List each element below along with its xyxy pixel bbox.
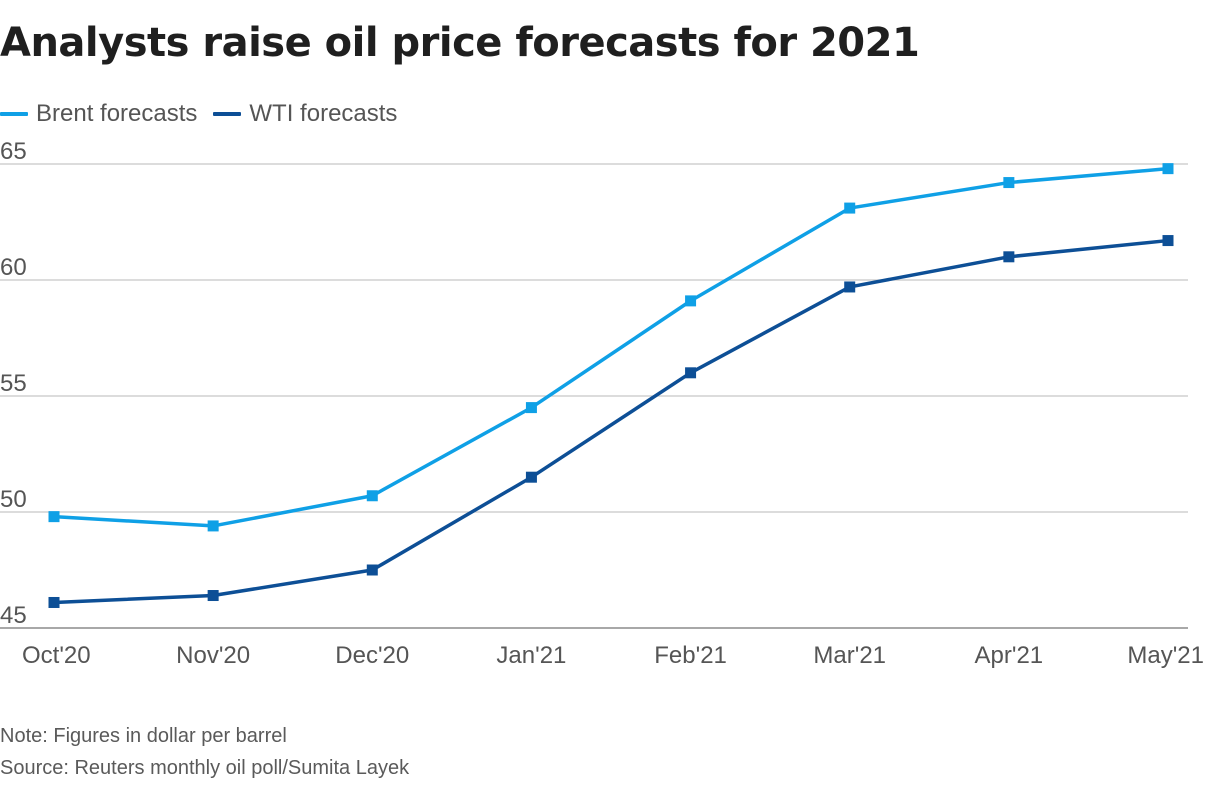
y-tick-label-55: 55 (0, 370, 27, 397)
legend-item-wti: WTI forecasts (213, 100, 397, 128)
legend: Brent forecasts WTI forecasts (0, 100, 413, 128)
series-0-point-0 (48, 511, 60, 523)
legend-item-brent: Brent forecasts (0, 100, 197, 128)
series-0-point-6 (1003, 177, 1015, 189)
source-text: Source: Reuters monthly oil poll/Sumita … (0, 757, 410, 779)
series-0-point-4 (685, 295, 697, 307)
series-line-1 (52, 238, 1170, 605)
series-0-point-5 (844, 202, 856, 214)
y-tick-label-50: 50 (0, 486, 27, 513)
series-1-point-3 (525, 471, 537, 483)
series-line-0 (52, 166, 1170, 528)
series-1-point-7 (1162, 235, 1174, 247)
series-0-point-1 (207, 520, 219, 532)
y-tick-label-45: 45 (0, 602, 27, 629)
series-1-point-1 (207, 590, 219, 602)
x-tick-label-7: May'21 (1127, 642, 1204, 669)
y-tick-label-65: 65 (0, 140, 27, 165)
line-chart: 45 50 55 60 65 Oct'20 Nov'20 Dec'20 Jan'21 Feb'21… (0, 140, 1204, 669)
series-0-point-3 (525, 402, 537, 414)
x-tick-label-6: Apr'21 (975, 642, 1044, 669)
series-1-point-4 (685, 367, 697, 379)
series-1-point-0 (48, 596, 60, 608)
x-tick-label-2: Dec'20 (335, 642, 409, 669)
series-0-point-2 (366, 490, 378, 502)
chart-title: Analysts raise oil price forecasts for 2… (0, 20, 920, 66)
legend-swatch-brent (0, 112, 28, 116)
note-text: Note: Figures in dollar per barrel (0, 725, 287, 747)
footnotes: Note: Figures in dollar per barrel Sourc… (0, 720, 409, 784)
x-tick-label-1: Nov'20 (176, 642, 250, 669)
x-tick-label-0: Oct'20 (22, 642, 91, 669)
x-tick-label-5: Mar'21 (813, 642, 886, 669)
legend-swatch-wti (213, 112, 242, 116)
series-1-point-5 (844, 281, 856, 293)
legend-label-brent: Brent forecasts (36, 100, 198, 127)
y-tick-label-60: 60 (0, 254, 27, 281)
series-0-point-7 (1162, 163, 1174, 175)
x-tick-label-4: Feb'21 (654, 642, 727, 669)
legend-label-wti: WTI forecasts (249, 100, 398, 127)
series-1-point-2 (366, 564, 378, 576)
series-1-point-6 (1003, 251, 1015, 263)
x-tick-label-3: Jan'21 (496, 642, 566, 669)
